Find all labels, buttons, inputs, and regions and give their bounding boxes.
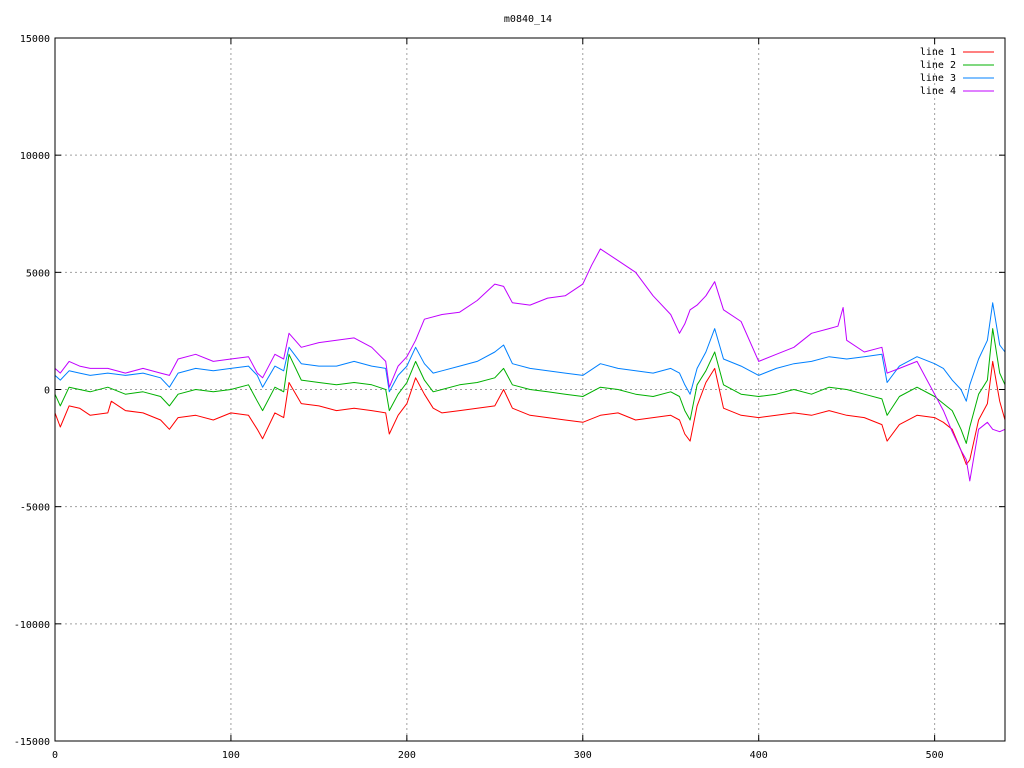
legend-label: line 4 bbox=[920, 86, 956, 97]
x-tick-label: 200 bbox=[398, 750, 416, 761]
x-tick-label: 500 bbox=[926, 750, 944, 761]
y-tick-label: -10000 bbox=[14, 620, 50, 631]
series-lines bbox=[54, 248, 1006, 482]
series-line-line-2 bbox=[54, 328, 1006, 444]
x-tick-label: 0 bbox=[52, 750, 58, 761]
y-tick-label: 0 bbox=[44, 386, 50, 397]
axis-ticks: -15000 -10000 -5000 0 5000 10000 15000 0 100 200 3… bbox=[14, 34, 1005, 761]
series-line-line-1 bbox=[54, 360, 1006, 465]
x-tick-label: 100 bbox=[222, 750, 240, 761]
legend: line 1 line 2 line 3 line 4 bbox=[920, 47, 994, 97]
y-tick-label: -5000 bbox=[20, 503, 50, 514]
x-tick-label: 300 bbox=[574, 750, 592, 761]
legend-label: line 3 bbox=[920, 73, 956, 84]
legend-label: line 1 bbox=[920, 47, 956, 58]
grid-lines bbox=[55, 38, 1005, 741]
y-tick-label: -15000 bbox=[14, 737, 50, 748]
y-tick-label: 15000 bbox=[20, 34, 50, 45]
series-line-line-4 bbox=[54, 248, 1006, 482]
chart-title: m0840_14 bbox=[504, 14, 552, 25]
x-tick-label: 400 bbox=[750, 750, 768, 761]
y-tick-label: 5000 bbox=[26, 268, 50, 279]
y-tick-label: 10000 bbox=[20, 151, 50, 162]
legend-label: line 2 bbox=[920, 60, 956, 71]
series-line-line-3 bbox=[54, 302, 1006, 402]
